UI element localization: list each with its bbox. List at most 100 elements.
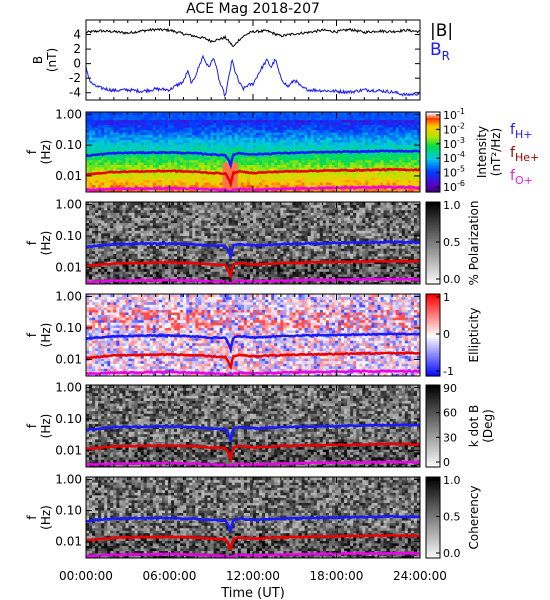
heatmap-cell [207,162,212,166]
heatmap-cell [338,147,342,151]
heatmap-cell [152,253,157,257]
heatmap-cell [322,184,327,188]
heatmap-cell [410,137,415,141]
heatmap-cell [283,124,287,128]
heatmap-cell [158,258,163,262]
heatmap-cell [392,182,397,186]
colorbar-swatch [426,124,440,127]
heatmap-cell [380,127,385,131]
heatmap-cell [341,112,345,116]
heatmap-cell [362,142,366,146]
heatmap-cell [122,149,127,153]
heatmap-cell [174,273,178,277]
heatmap-cell [158,271,163,275]
heatmap-cell [377,154,382,158]
heatmap-cell [280,157,284,161]
heatmap-cell [371,122,376,126]
heatmap-cell [89,164,93,168]
heatmap-cell [410,117,415,121]
heatmap-cell [86,152,90,156]
heatmap-cell [101,167,105,171]
heatmap-cell [347,117,351,121]
heatmap-cell [122,127,127,131]
heatmap-cell [92,119,96,123]
heatmap-cell [183,225,187,229]
heatmap-cell [92,248,96,252]
heatmap-cell [304,124,309,128]
heatmap-cell [216,132,221,136]
heatmap-cell [310,172,315,176]
heatmap-cell [395,147,400,151]
heatmap-cell [219,177,224,181]
heatmap-cell [113,137,117,141]
heatmap-cell [113,263,117,267]
heatmap-cell [237,179,242,183]
heatmap-cell [180,219,184,224]
heatmap-cell [249,127,254,131]
heatmap-cell [95,117,99,121]
heatmap-cell [104,235,108,239]
heatmap-cell [389,127,394,131]
heatmap-cell [237,184,242,188]
heatmap-cell [140,240,145,244]
heatmap-cell [104,162,108,166]
heatmap-cell [298,174,303,178]
heatmap-cell [149,232,154,236]
heatmap-cell [338,179,342,183]
heatmap-cell [234,179,239,183]
heatmap-cell [249,167,254,171]
heatmap-cell [143,142,148,146]
heatmap-cell [152,268,157,272]
heatmap-cell [134,177,139,181]
heatmap-cell [353,127,357,131]
heatmap-cell [350,117,354,121]
heatmap-cell [86,182,90,186]
heatmap-cell [180,172,184,176]
heatmap-cell [204,268,209,272]
heatmap-cell [128,132,133,136]
heatmap-cell [158,177,163,181]
heatmap-cell [243,157,248,161]
heatmap-cell [341,154,345,158]
heatmap-cell [316,147,321,151]
heatmap-cell [262,137,266,141]
heatmap-cell [380,122,385,126]
heatmap-cell [137,273,142,277]
heatmap-cell [274,167,278,171]
heatmap-cell [359,177,363,181]
heatmap-cell [228,122,233,126]
heatmap-cell [86,147,90,151]
heatmap-cell [295,167,300,171]
colorbar-tick-exponent: -4 [457,150,465,159]
heatmap-cell [107,258,111,262]
heatmap-cell [183,255,187,259]
heatmap-cell [140,250,145,254]
heatmap-cell [289,117,294,121]
heatmap-cell [171,157,175,161]
heatmap-cell [398,189,403,192]
heatmap-cell [186,142,190,146]
heatmap-cell [201,253,206,257]
heatmap-cell [271,167,275,171]
heatmap-cell [167,144,172,148]
heatmap-cell [161,276,166,280]
heatmap-cell [92,204,96,208]
heatmap-cell [116,237,120,242]
heatmap-cell [295,129,300,133]
heatmap-cell [131,266,136,270]
heatmap-cell [210,260,215,265]
heatmap-cell [171,117,175,121]
heatmap-cell [289,162,294,166]
heatmap-cell [183,179,187,183]
heatmap-cell [243,124,248,128]
heatmap-cell [256,119,260,123]
heatmap-cell [183,117,187,121]
heatmap-cell [204,167,209,171]
heatmap-cell [116,235,120,239]
heatmap-cell [389,117,394,121]
heatmap-cell [253,142,257,146]
heatmap-cell [122,214,127,218]
heatmap-cell [295,114,300,118]
heatmap-cell [249,137,254,141]
heatmap-cell [368,137,373,141]
